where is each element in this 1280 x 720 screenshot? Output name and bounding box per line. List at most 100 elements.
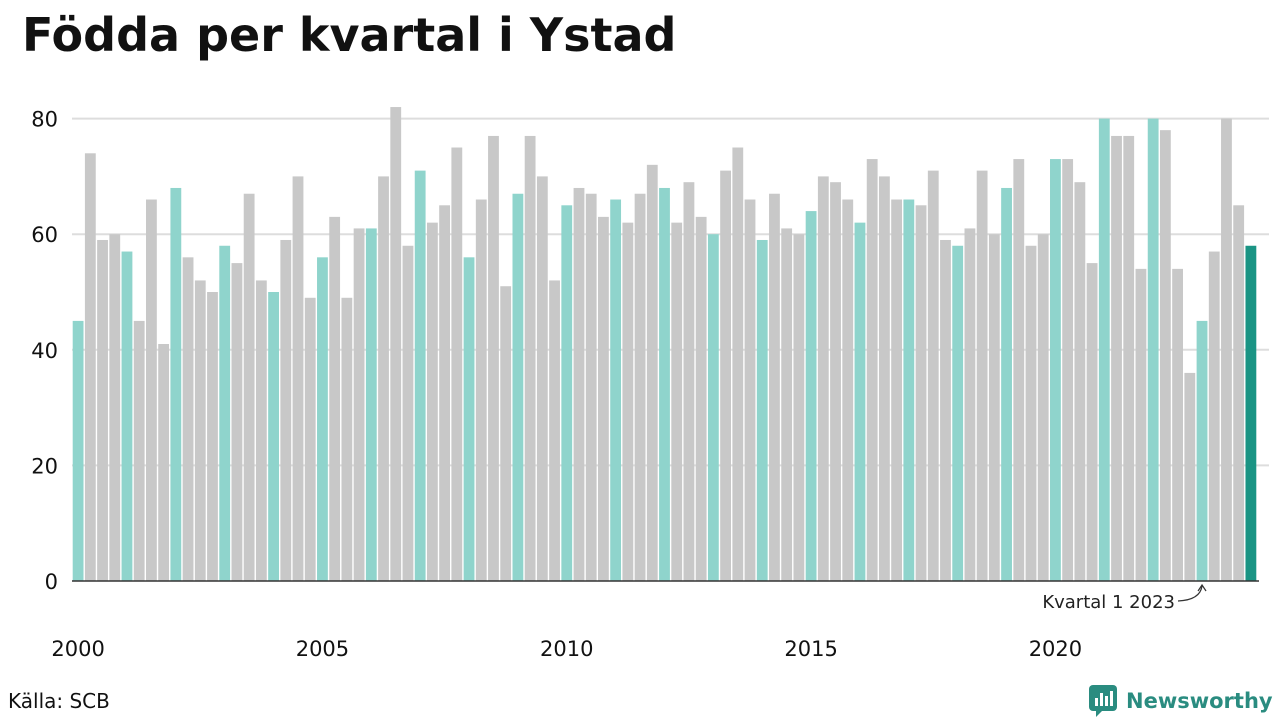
- bar: [878, 176, 890, 581]
- bar: [842, 199, 854, 581]
- x-tick-label: 2000: [51, 637, 104, 661]
- bar: [194, 280, 206, 581]
- brand[interactable]: Newsworthy: [1088, 684, 1273, 718]
- bar: [451, 147, 463, 581]
- bar: [426, 222, 438, 581]
- bar: [1001, 187, 1012, 581]
- bar: [707, 234, 719, 581]
- bar: [365, 228, 377, 582]
- bar: [1050, 159, 1061, 581]
- bar: [561, 205, 573, 582]
- bar: [268, 292, 279, 581]
- bar: [402, 245, 414, 581]
- y-tick-label: 20: [31, 454, 58, 478]
- bar: [830, 182, 841, 581]
- bar: [744, 199, 756, 581]
- chart-title: Födda per kvartal i Ystad: [22, 8, 677, 62]
- bar: [927, 170, 939, 581]
- bar: [1233, 205, 1245, 582]
- bar-chart: 0 20 40 60 80 2000 2005 2010 2015 2020 Kvartal 1…: [31, 107, 1269, 661]
- bar: [1159, 130, 1171, 581]
- bar: [903, 199, 915, 581]
- newsworthy-logo-icon: [1089, 685, 1117, 717]
- bar: [940, 239, 951, 582]
- bar: [463, 257, 475, 581]
- bar: [646, 164, 658, 581]
- bar: [280, 239, 292, 582]
- bar: [610, 199, 622, 581]
- bar: [1013, 159, 1025, 581]
- bar: [695, 216, 707, 582]
- bar: [1111, 135, 1122, 581]
- y-tick-label: 0: [45, 570, 58, 594]
- bar: [353, 228, 365, 582]
- bar: [659, 187, 670, 581]
- bar: [219, 245, 231, 581]
- bar: [1037, 234, 1049, 581]
- bar: [549, 280, 560, 581]
- bar: [1245, 245, 1257, 581]
- bar: [781, 228, 793, 582]
- bar: [817, 176, 829, 581]
- bar: [683, 182, 695, 581]
- bar: [573, 187, 585, 581]
- bar: [317, 257, 328, 581]
- bar: [414, 170, 426, 581]
- bar: [1135, 268, 1147, 581]
- bar: [524, 135, 536, 581]
- bar: [1123, 135, 1135, 581]
- bar: [72, 320, 84, 581]
- bar: [170, 187, 182, 581]
- bar: [97, 239, 108, 582]
- bar: [475, 199, 487, 581]
- bar: [915, 205, 927, 582]
- bar: [793, 234, 805, 581]
- bar: [341, 297, 353, 581]
- bar: [1086, 263, 1098, 581]
- bar: [121, 251, 133, 582]
- y-tick-labels: 0 20 40 60 80: [31, 108, 58, 594]
- brand-name: Newsworthy: [1126, 689, 1273, 713]
- bar: [732, 147, 744, 581]
- bar: [1074, 182, 1086, 581]
- bar: [988, 234, 1000, 581]
- annotation-arrow: [1177, 585, 1203, 602]
- bar: [182, 257, 194, 581]
- bar: [671, 222, 683, 581]
- bar: [769, 193, 780, 582]
- y-tick-label: 40: [31, 339, 58, 363]
- bar: [866, 159, 878, 581]
- bar: [304, 297, 316, 581]
- bar: [512, 193, 524, 582]
- y-tick-label: 60: [31, 223, 58, 247]
- bar: [1196, 320, 1208, 581]
- bar: [488, 135, 499, 581]
- bar: [805, 211, 817, 581]
- x-tick-label: 2020: [1029, 637, 1082, 661]
- bar: [1098, 118, 1110, 581]
- bar: [1184, 372, 1196, 581]
- bar: [598, 216, 609, 582]
- bar: [854, 222, 866, 581]
- bar: [1221, 118, 1232, 581]
- bar: [378, 176, 389, 581]
- bar: [976, 170, 988, 581]
- bar: [207, 292, 218, 581]
- bar: [133, 320, 145, 581]
- bar: [756, 239, 768, 582]
- bar: [622, 222, 634, 581]
- bars: [72, 107, 1257, 582]
- bar: [292, 176, 304, 581]
- bar: [145, 199, 157, 581]
- bar: [500, 286, 512, 581]
- x-tick-labels: 2000 2005 2010 2015 2020: [51, 637, 1082, 661]
- bar: [952, 245, 964, 581]
- bar: [1147, 118, 1159, 581]
- annotation-label: Kvartal 1 2023: [1042, 592, 1175, 613]
- x-tick-label: 2015: [784, 637, 837, 661]
- bar: [964, 228, 976, 582]
- x-tick-label: 2010: [540, 637, 593, 661]
- bar: [255, 280, 267, 581]
- bar: [720, 170, 731, 581]
- bar: [1172, 268, 1184, 581]
